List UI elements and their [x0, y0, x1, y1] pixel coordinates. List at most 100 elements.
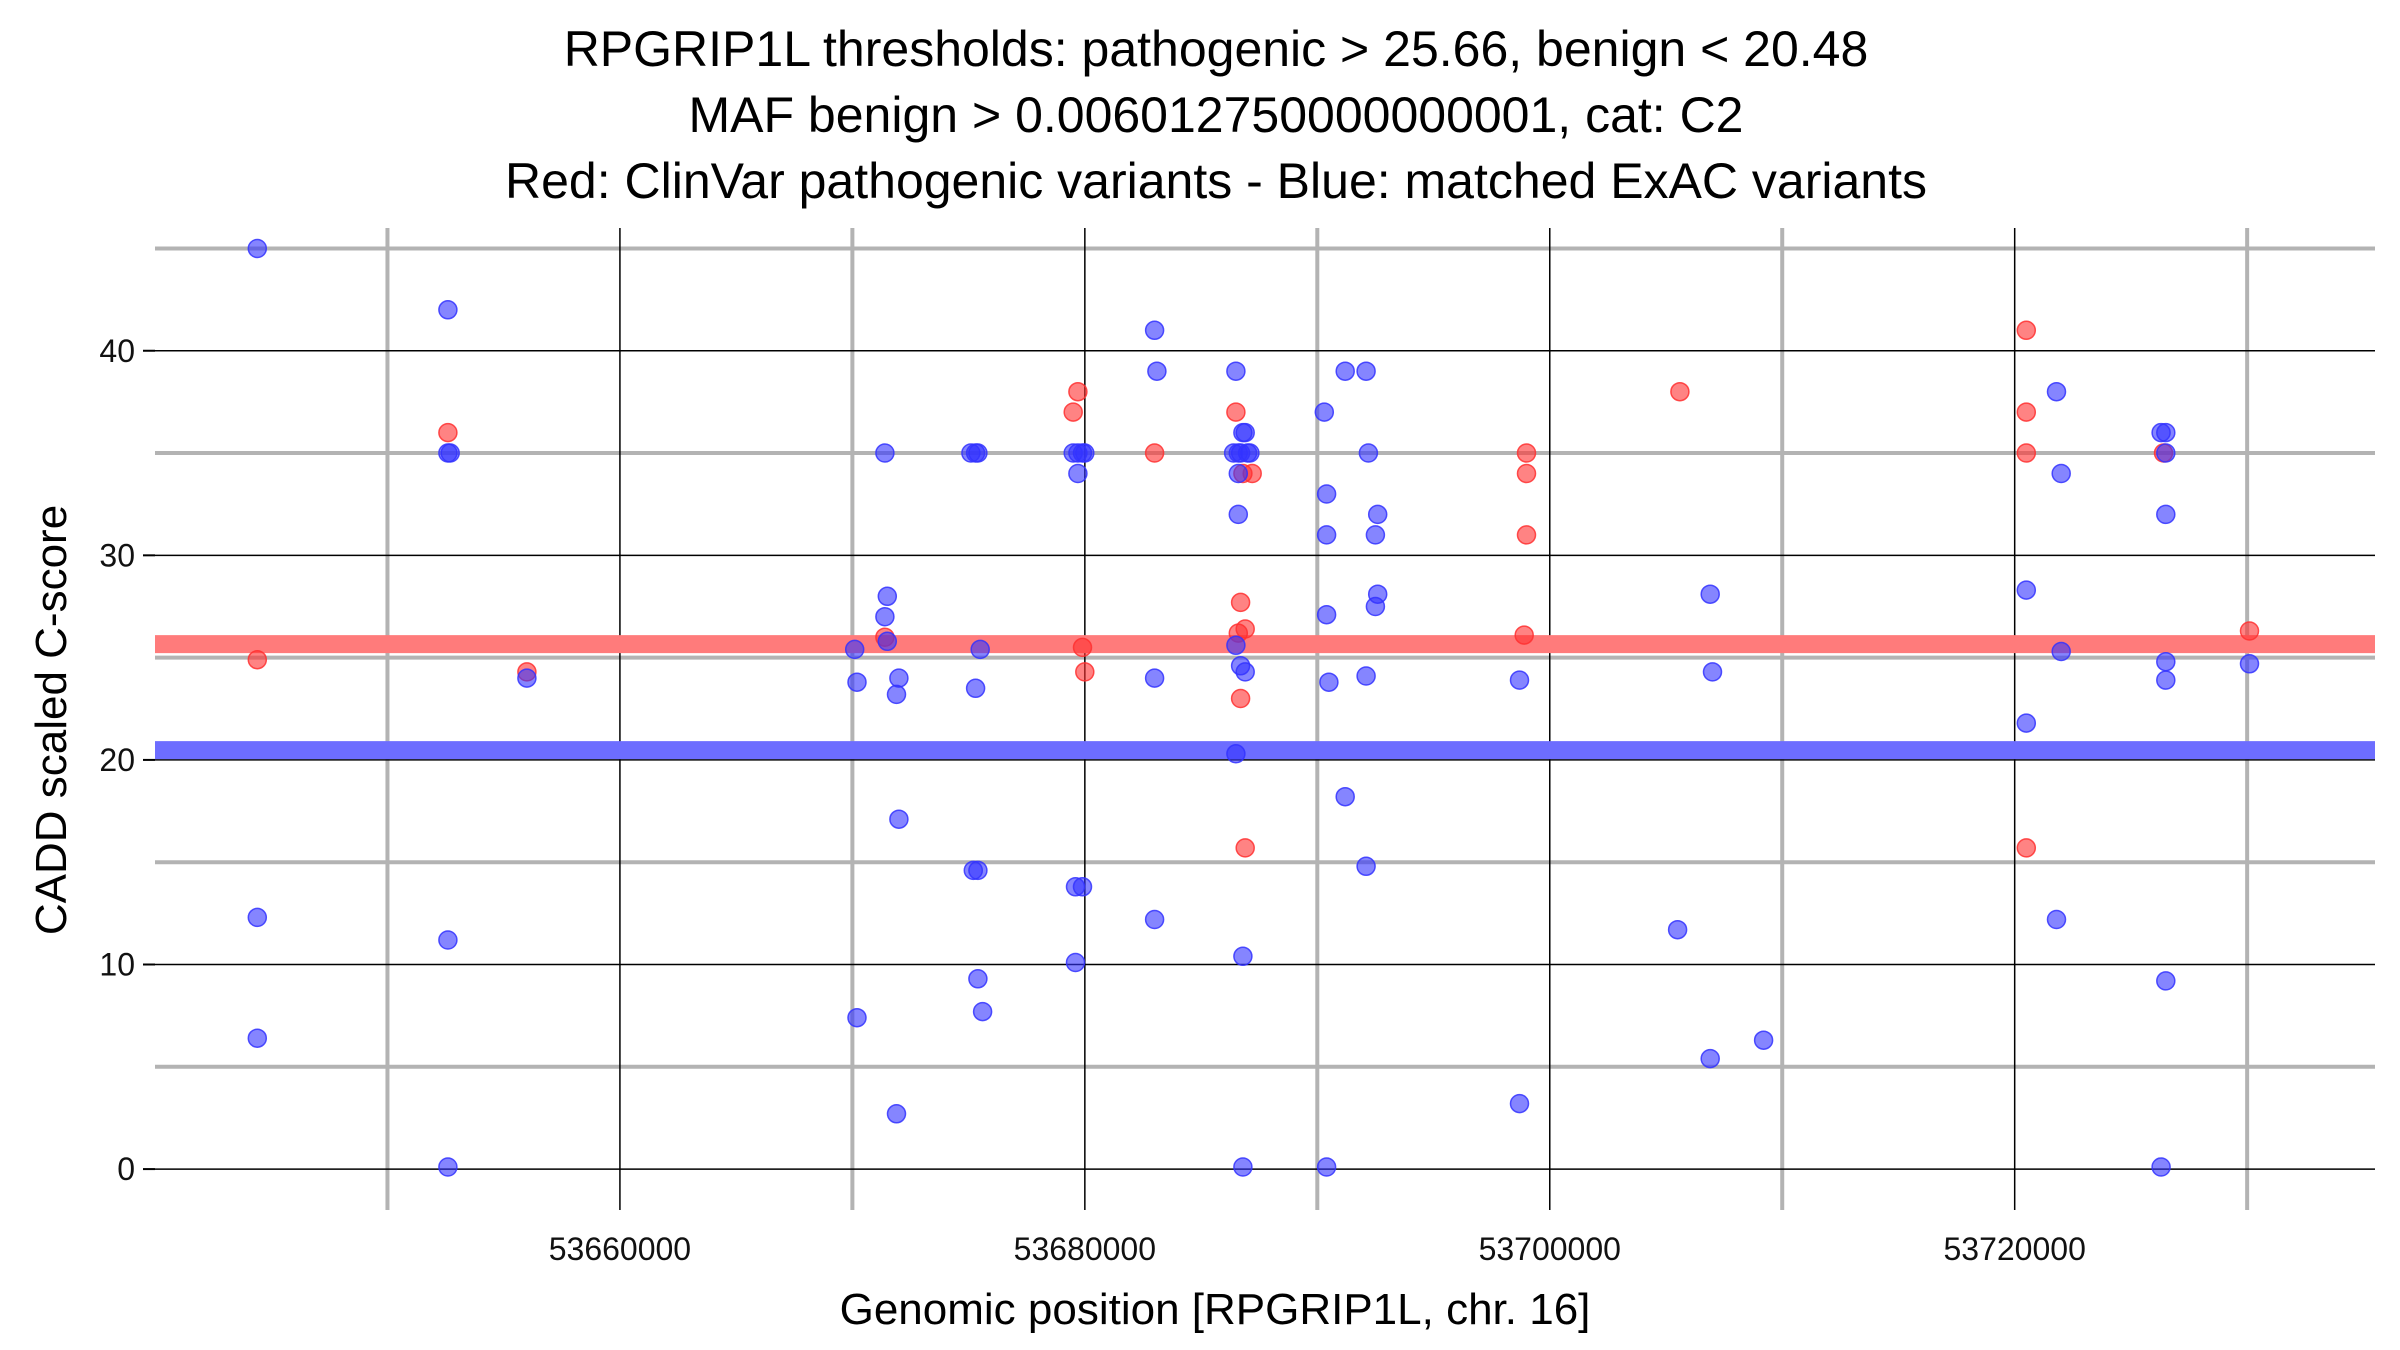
y-tick-label: 20	[99, 742, 135, 778]
exac-point	[875, 443, 895, 463]
exac-point	[2156, 651, 2176, 672]
x-tick-label: 53700000	[1479, 1231, 1621, 1267]
clinvar-point	[247, 649, 268, 670]
exac-point	[1147, 361, 1167, 381]
exac-point	[1316, 604, 1337, 625]
exac-point	[1753, 1030, 1774, 1050]
threshold-lines	[155, 635, 2375, 760]
chart-title-line-1: RPGRIP1L thresholds: pathogenic > 25.66,…	[564, 21, 1869, 77]
clinvar-point	[2016, 320, 2037, 341]
exac-point	[2051, 463, 2071, 484]
exac-point	[1240, 443, 1260, 463]
clinvar-point	[2016, 402, 2037, 422]
exac-point	[440, 443, 460, 463]
exac-point	[2016, 580, 2037, 600]
clinvar-point	[1068, 381, 1088, 402]
exac-point	[1235, 662, 1255, 682]
exac-point	[438, 1157, 458, 1177]
exac-point	[247, 238, 268, 259]
exac-point	[965, 678, 986, 699]
exac-point	[1335, 361, 1355, 381]
exac-point	[1065, 952, 1086, 973]
exac-point	[1367, 504, 1388, 525]
exac-point	[1144, 909, 1165, 930]
exac-point	[1144, 320, 1165, 341]
grid	[155, 228, 2375, 1210]
clinvar-point	[2016, 443, 2037, 463]
exac-point	[2156, 504, 2176, 525]
clinvar-point	[1230, 688, 1251, 709]
clinvar-point	[438, 422, 458, 443]
exac-point	[2156, 443, 2176, 463]
exac-point	[1233, 1157, 1253, 1177]
exac-point	[1228, 504, 1249, 525]
y-tick-label: 10	[99, 947, 135, 983]
exac-point	[247, 1028, 268, 1048]
exac-point	[1356, 856, 1376, 877]
exac-point	[1075, 443, 1095, 463]
exac-point	[886, 1104, 907, 1124]
clinvar-point	[2239, 621, 2260, 641]
clinvar-point	[1144, 443, 1165, 463]
x-tick-label: 53660000	[549, 1231, 691, 1267]
exac-point	[438, 930, 458, 950]
exac-point	[1702, 662, 1723, 682]
exac-point	[877, 586, 898, 607]
exac-point	[1226, 635, 1246, 656]
exac-point	[1235, 422, 1255, 443]
x-tick-label: 53680000	[1014, 1231, 1156, 1267]
exac-point	[1144, 668, 1165, 688]
exac-point	[2156, 670, 2176, 690]
exac-point	[1226, 361, 1246, 381]
exac-point	[1365, 596, 1386, 617]
exac-point	[1233, 946, 1253, 967]
exac-point	[968, 860, 988, 881]
exac-point	[1700, 1048, 1720, 1069]
exac-point	[847, 1007, 867, 1028]
clinvar-point	[1226, 402, 1246, 422]
exac-point	[1068, 463, 1088, 484]
exac-point	[970, 639, 990, 660]
chart-title-line-3: Red: ClinVar pathogenic variants - Blue:…	[505, 153, 1927, 209]
axis-ticks: 53660000 53680000 53700000 53720000 0 10 20 30 4…	[99, 333, 2085, 1267]
exac-point	[2156, 422, 2176, 443]
clinvar-point	[1516, 463, 1537, 484]
exac-point	[1316, 484, 1337, 504]
exac-point	[1335, 786, 1355, 807]
exac-point	[2151, 1157, 2171, 1177]
exac-point	[847, 672, 867, 692]
x-axis-label: Genomic position [RPGRIP1L, chr. 16]	[840, 1285, 1591, 1334]
exac-point	[886, 684, 907, 705]
exac-point	[247, 907, 268, 928]
exac-point	[2046, 909, 2067, 930]
y-tick-label: 40	[99, 333, 135, 369]
exac-point	[972, 1001, 993, 1022]
exac-point	[877, 631, 898, 652]
exac-point	[875, 606, 895, 627]
data-points	[247, 238, 2260, 1177]
exac-point	[1667, 919, 1688, 940]
exac-point	[889, 668, 909, 688]
x-tick-label: 53720000	[1943, 1231, 2085, 1267]
clinvar-point	[1063, 402, 1083, 422]
exac-point	[1509, 1093, 1530, 1114]
clinvar-point	[1670, 381, 1690, 402]
clinvar-point	[1230, 592, 1251, 613]
exac-point	[1365, 525, 1386, 545]
exac-point	[1072, 877, 1093, 897]
y-axis-label: CADD scaled C-score	[27, 505, 76, 935]
exac-point	[1316, 1157, 1337, 1177]
exac-point	[968, 443, 988, 463]
exac-point	[1316, 525, 1337, 545]
exac-point	[2016, 713, 2037, 733]
exac-point	[1700, 584, 1720, 604]
exac-point	[1228, 463, 1249, 484]
clinvar-point	[1516, 443, 1537, 463]
exac-point	[1319, 672, 1339, 692]
clinvar-point	[1235, 619, 1255, 639]
exac-point	[1358, 443, 1379, 463]
exac-point	[968, 969, 988, 989]
y-tick-label: 0	[117, 1151, 135, 1187]
